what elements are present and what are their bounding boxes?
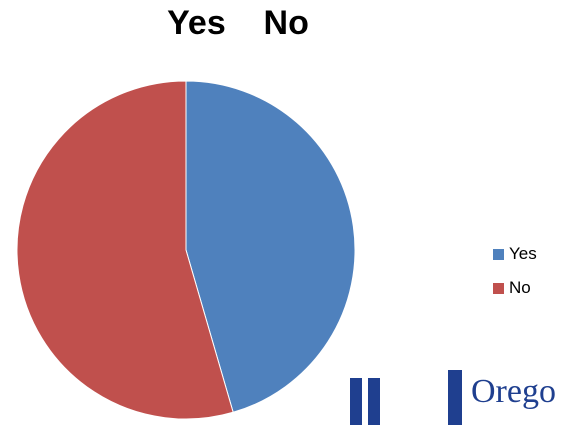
logo-bar-2 xyxy=(368,378,380,425)
legend-swatch-no xyxy=(493,282,504,294)
legend-swatch-yes xyxy=(493,248,504,260)
logo-wordmark: Orego xyxy=(471,373,556,410)
legend-item-yes: Yes xyxy=(493,243,537,265)
legend-label-no: No xyxy=(509,278,531,297)
logo-graphic: Orego xyxy=(350,370,556,425)
pie-slice-yes xyxy=(185,80,356,413)
logo-bar-3 xyxy=(448,370,462,425)
university-logo: Orego xyxy=(330,370,577,425)
pie-slice-no xyxy=(16,80,234,420)
logo-bar-1 xyxy=(350,378,362,425)
legend: Yes No xyxy=(493,243,537,311)
legend-item-no: No xyxy=(493,277,537,299)
legend-label-yes: Yes xyxy=(509,244,537,263)
chart-title: Yes No xyxy=(167,4,309,42)
